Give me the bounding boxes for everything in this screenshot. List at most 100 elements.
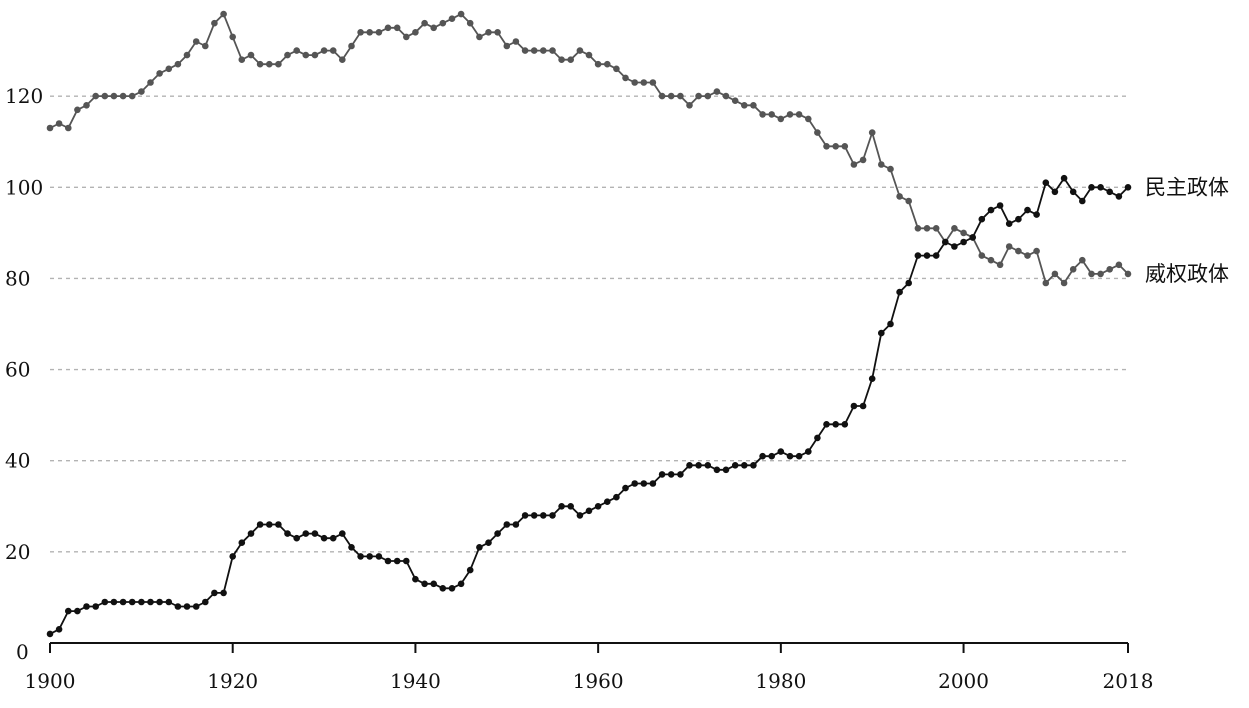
data-point bbox=[859, 402, 867, 410]
data-point bbox=[622, 484, 629, 492]
data-point bbox=[1124, 184, 1132, 191]
data-point bbox=[604, 498, 611, 506]
data-point bbox=[1051, 188, 1059, 196]
x-tick-label: 1940 bbox=[390, 669, 441, 693]
data-point bbox=[576, 47, 584, 54]
data-point bbox=[786, 111, 794, 118]
data-point bbox=[403, 557, 410, 565]
data-point bbox=[823, 421, 830, 428]
data-point bbox=[1069, 188, 1077, 196]
data-point bbox=[978, 215, 986, 223]
data-point bbox=[777, 115, 785, 123]
data-point bbox=[46, 124, 54, 132]
data-point bbox=[951, 243, 958, 250]
data-point bbox=[859, 156, 867, 164]
data-point bbox=[512, 38, 520, 45]
data-point bbox=[1106, 188, 1113, 196]
data-point bbox=[549, 47, 556, 54]
data-point bbox=[366, 29, 374, 36]
x-tick-label: 1920 bbox=[207, 669, 258, 693]
data-point bbox=[138, 598, 145, 606]
data-point bbox=[156, 598, 163, 606]
data-point bbox=[640, 79, 648, 86]
data-point bbox=[192, 38, 200, 45]
data-point bbox=[65, 607, 72, 615]
data-point bbox=[128, 598, 136, 606]
data-point bbox=[302, 51, 310, 59]
data-point bbox=[1069, 266, 1077, 273]
data-point bbox=[247, 51, 255, 59]
data-point bbox=[329, 534, 337, 542]
data-point bbox=[567, 503, 574, 510]
data-point bbox=[138, 88, 145, 95]
data-point bbox=[147, 598, 154, 606]
data-point bbox=[932, 225, 940, 232]
data-point bbox=[256, 60, 264, 68]
data-point bbox=[567, 56, 574, 63]
data-point bbox=[229, 553, 236, 560]
data-point bbox=[960, 229, 967, 237]
data-point bbox=[1005, 220, 1013, 227]
series-label: 威权政体 bbox=[1145, 262, 1229, 286]
data-point bbox=[805, 115, 812, 123]
data-point bbox=[978, 252, 986, 259]
series-lines bbox=[46, 10, 1132, 638]
data-point bbox=[119, 92, 127, 100]
data-point bbox=[1015, 215, 1022, 223]
data-point bbox=[384, 24, 392, 32]
data-point bbox=[83, 603, 90, 610]
data-point bbox=[320, 47, 328, 54]
series-line bbox=[49, 177, 1129, 635]
data-point bbox=[923, 252, 931, 259]
data-point bbox=[530, 512, 538, 519]
data-point bbox=[987, 206, 995, 214]
data-point bbox=[165, 598, 173, 606]
data-point bbox=[1079, 197, 1086, 205]
data-point bbox=[1024, 252, 1031, 259]
data-point bbox=[83, 102, 90, 109]
data-point bbox=[421, 19, 428, 27]
data-point bbox=[46, 630, 54, 638]
data-point bbox=[530, 47, 538, 54]
data-point bbox=[293, 534, 301, 542]
data-point bbox=[521, 512, 529, 519]
data-point bbox=[713, 88, 721, 95]
data-point bbox=[202, 598, 209, 606]
data-point bbox=[375, 29, 383, 36]
x-tick-label: 1900 bbox=[25, 669, 76, 693]
data-point bbox=[1005, 243, 1013, 250]
data-point bbox=[841, 143, 849, 150]
data-point bbox=[585, 51, 593, 59]
data-point bbox=[110, 598, 118, 606]
data-point bbox=[320, 534, 328, 542]
data-point bbox=[457, 580, 465, 588]
y-tick-label: 100 bbox=[5, 175, 43, 199]
data-point bbox=[311, 530, 319, 537]
data-point bbox=[996, 261, 1004, 269]
data-point bbox=[640, 480, 648, 487]
data-point bbox=[174, 60, 182, 68]
y-tick-label: 120 bbox=[5, 84, 43, 108]
data-point bbox=[147, 79, 154, 86]
data-point bbox=[850, 402, 858, 410]
y-tick-label: 20 bbox=[5, 540, 30, 564]
data-point bbox=[339, 530, 346, 537]
data-point bbox=[759, 452, 766, 460]
data-point bbox=[65, 124, 72, 132]
data-point bbox=[466, 566, 474, 574]
data-point bbox=[74, 106, 81, 114]
data-point bbox=[156, 70, 163, 77]
data-point bbox=[832, 143, 839, 150]
data-point bbox=[348, 42, 355, 50]
data-point bbox=[960, 238, 967, 246]
data-point bbox=[667, 92, 675, 100]
y-tick-label: 60 bbox=[5, 358, 30, 382]
data-point bbox=[1024, 206, 1031, 214]
data-point bbox=[741, 102, 748, 109]
data-point bbox=[393, 557, 401, 565]
data-point bbox=[649, 79, 657, 86]
data-point bbox=[1088, 184, 1095, 191]
data-point bbox=[914, 225, 922, 232]
data-point bbox=[658, 471, 666, 478]
